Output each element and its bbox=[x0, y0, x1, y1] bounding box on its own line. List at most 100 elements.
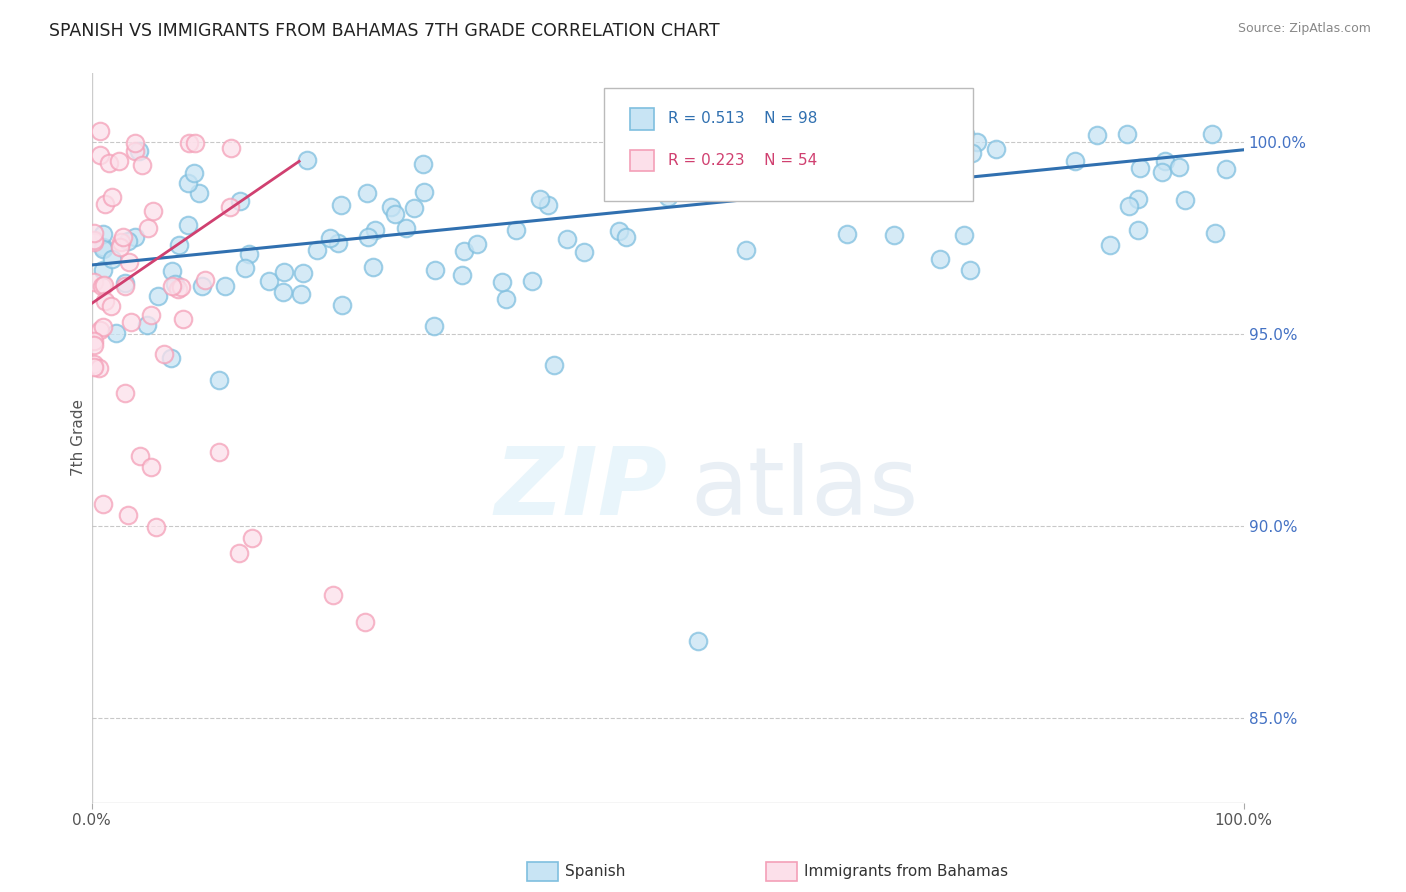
Point bbox=[83, 275, 105, 289]
Point bbox=[657, 190, 679, 204]
Point bbox=[98, 156, 121, 170]
FancyBboxPatch shape bbox=[605, 87, 973, 201]
FancyBboxPatch shape bbox=[630, 150, 654, 171]
Point bbox=[152, 347, 174, 361]
Point bbox=[129, 450, 152, 464]
Point bbox=[292, 266, 315, 280]
Point bbox=[176, 219, 198, 233]
Point bbox=[91, 227, 114, 242]
Text: R = 0.223    N = 54: R = 0.223 N = 54 bbox=[668, 153, 817, 168]
Point bbox=[735, 244, 758, 258]
Point bbox=[93, 278, 115, 293]
Point bbox=[228, 546, 250, 560]
Point bbox=[893, 131, 915, 145]
Point bbox=[1168, 160, 1191, 174]
Point bbox=[136, 220, 159, 235]
Point bbox=[91, 240, 114, 254]
Point bbox=[141, 308, 163, 322]
Point bbox=[870, 162, 893, 177]
Text: atlas: atlas bbox=[690, 442, 920, 535]
Point bbox=[1098, 237, 1121, 252]
Point bbox=[495, 293, 517, 307]
Point bbox=[453, 244, 475, 258]
Point bbox=[1201, 128, 1223, 142]
Point bbox=[187, 186, 209, 201]
Text: SPANISH VS IMMIGRANTS FROM BAHAMAS 7TH GRADE CORRELATION CHART: SPANISH VS IMMIGRANTS FROM BAHAMAS 7TH G… bbox=[49, 22, 720, 40]
Point bbox=[83, 337, 105, 351]
Point bbox=[218, 200, 240, 214]
Text: ZIP: ZIP bbox=[495, 442, 668, 535]
Point bbox=[465, 237, 488, 252]
Point bbox=[183, 166, 205, 180]
Point bbox=[110, 235, 132, 249]
Point bbox=[380, 200, 402, 214]
Point bbox=[412, 157, 434, 171]
Point bbox=[128, 145, 150, 159]
Point bbox=[177, 136, 200, 150]
Point bbox=[354, 615, 377, 629]
Text: Spanish: Spanish bbox=[565, 864, 626, 879]
Point bbox=[1085, 128, 1108, 142]
Point bbox=[219, 141, 242, 155]
Point bbox=[114, 385, 136, 400]
Point bbox=[100, 299, 122, 313]
Point bbox=[1174, 193, 1197, 207]
Point bbox=[960, 145, 983, 160]
Point bbox=[361, 260, 384, 274]
Point bbox=[83, 235, 105, 249]
Point bbox=[110, 240, 132, 254]
Point bbox=[356, 186, 378, 201]
Point bbox=[959, 263, 981, 277]
Point bbox=[184, 136, 207, 151]
Point bbox=[955, 128, 977, 142]
Point bbox=[537, 197, 560, 211]
Point bbox=[543, 358, 565, 372]
Point bbox=[785, 131, 807, 145]
Point bbox=[529, 192, 551, 206]
Point bbox=[163, 277, 186, 291]
Point bbox=[83, 233, 105, 247]
Point bbox=[136, 318, 159, 333]
Point bbox=[322, 588, 344, 602]
Point bbox=[1150, 164, 1173, 178]
Point bbox=[83, 357, 105, 371]
Point bbox=[229, 194, 252, 209]
Point bbox=[357, 229, 380, 244]
Point bbox=[404, 202, 426, 216]
Point bbox=[800, 128, 823, 142]
Point bbox=[273, 285, 295, 299]
Point bbox=[83, 334, 105, 348]
Point bbox=[172, 312, 194, 326]
Point bbox=[131, 158, 153, 172]
Point bbox=[124, 136, 146, 150]
Point bbox=[238, 246, 260, 260]
Point bbox=[190, 279, 212, 293]
Point bbox=[1128, 192, 1150, 206]
Point bbox=[858, 136, 880, 150]
Point bbox=[124, 230, 146, 244]
Point bbox=[170, 280, 193, 294]
Point bbox=[89, 123, 111, 137]
Point bbox=[609, 224, 631, 238]
Point bbox=[273, 265, 295, 279]
Point bbox=[557, 232, 579, 246]
Point bbox=[83, 226, 105, 240]
Point bbox=[1204, 226, 1226, 240]
Point bbox=[114, 279, 136, 293]
Point bbox=[688, 634, 710, 648]
Point bbox=[319, 231, 342, 245]
Point bbox=[117, 234, 139, 248]
Point bbox=[295, 153, 318, 167]
Point bbox=[91, 242, 114, 256]
Point bbox=[101, 190, 124, 204]
Point bbox=[118, 255, 141, 269]
Y-axis label: 7th Grade: 7th Grade bbox=[72, 400, 86, 476]
FancyBboxPatch shape bbox=[630, 108, 654, 130]
Point bbox=[100, 252, 122, 266]
Point bbox=[883, 227, 905, 242]
Point bbox=[142, 204, 165, 219]
Point bbox=[329, 198, 352, 212]
Point bbox=[242, 531, 264, 545]
Point bbox=[145, 520, 167, 534]
Point bbox=[124, 144, 146, 158]
